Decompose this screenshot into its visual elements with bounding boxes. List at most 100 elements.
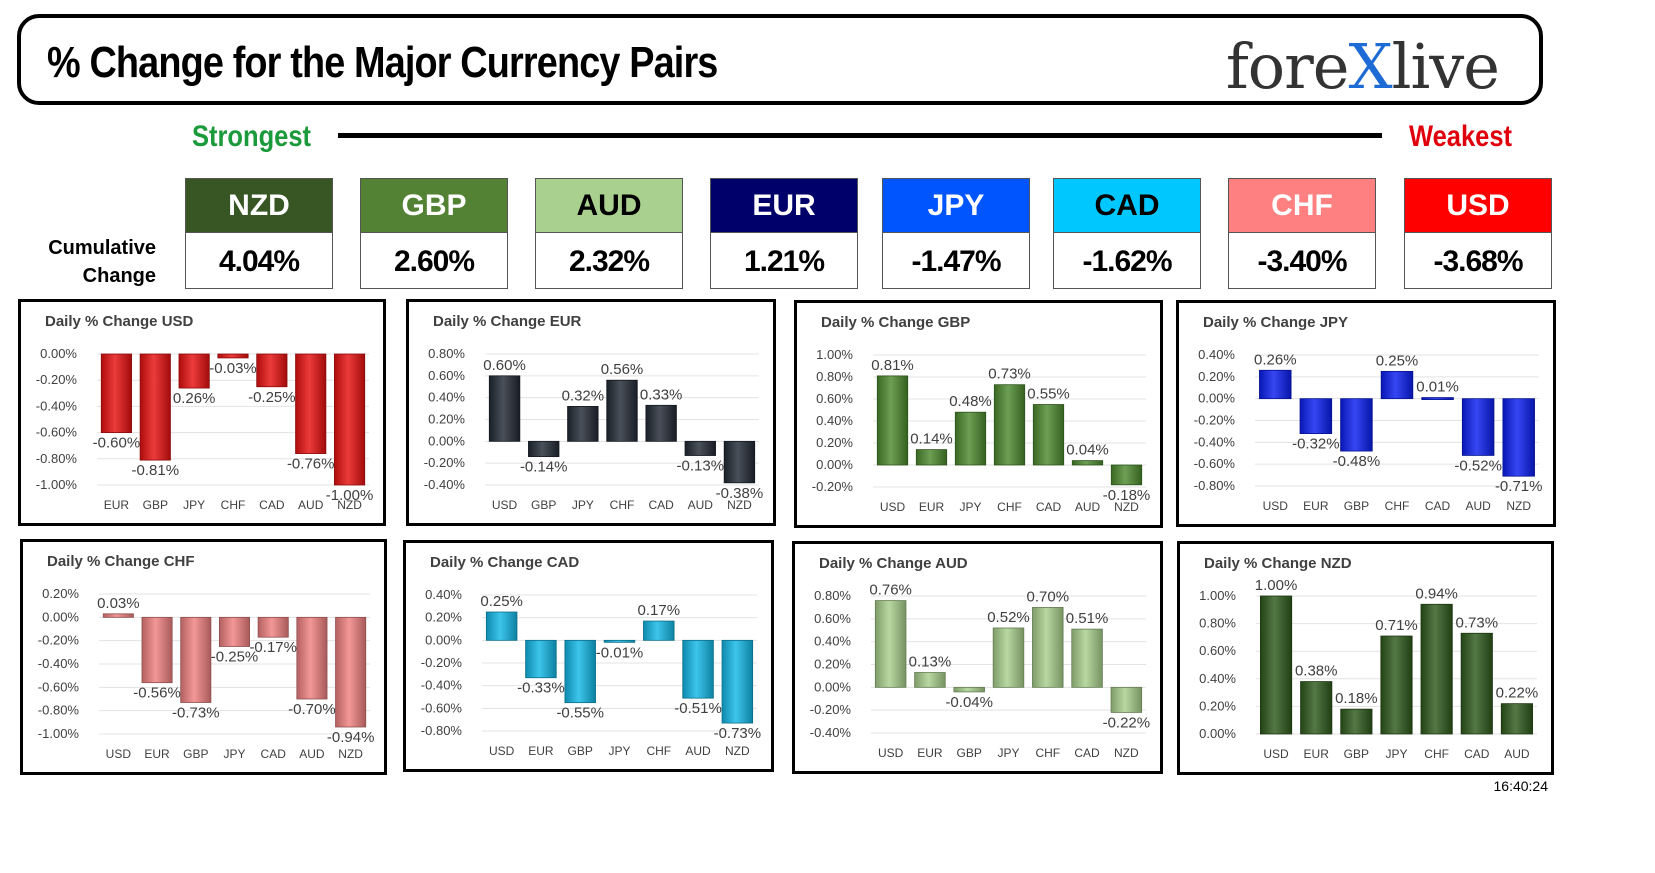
bar [219,616,250,647]
bar [1300,681,1333,735]
x-tick-label: CAD [1464,747,1490,761]
data-label: 1.00% [1255,577,1298,594]
data-label: 0.55% [1027,386,1070,403]
data-label: 0.60% [483,357,526,374]
data-label: 0.13% [909,653,952,670]
data-label: -0.81% [132,462,180,479]
x-tick-label: JPY [997,746,1019,760]
bar [1299,398,1333,434]
data-label: -0.56% [133,685,181,702]
data-label: -0.71% [1495,478,1543,495]
data-label: -0.38% [716,485,764,502]
bar [1380,370,1414,400]
x-tick-label: NZD [727,498,752,512]
data-label: -0.52% [1454,457,1502,474]
bar [488,375,521,442]
data-label: -0.73% [172,705,220,722]
x-tick-label: GBP [531,498,556,512]
x-tick-label: NZD [1114,500,1139,514]
bar [1340,398,1373,452]
data-label: -0.51% [674,700,722,717]
currency-cumulative-change: 1.21% [743,244,825,278]
currency-cumulative-change: 4.04% [218,244,300,278]
x-tick-label: CHF [1035,746,1060,760]
currency-code: AUD [536,179,682,233]
data-label: 0.25% [1376,352,1419,369]
x-tick-label: USD [878,746,904,760]
bar [1071,628,1103,688]
page-title: % Change for the Major Currency Pairs [47,38,718,87]
y-tick-label: 0.00% [40,346,77,361]
data-label: -0.73% [714,725,762,742]
bar [1380,635,1413,735]
data-label: 0.26% [173,390,216,407]
x-tick-label: USD [489,744,515,758]
x-tick-label: EUR [919,500,945,514]
y-tick-label: 0.40% [425,587,462,602]
x-tick-label: CHF [646,744,671,758]
bar [1420,603,1453,735]
currency-box-jpy: JPY -1.47% [882,178,1030,289]
x-tick-label: EUR [528,744,554,758]
x-tick-label: GBP [1344,747,1369,761]
data-label: -0.70% [288,701,336,718]
data-label: -0.32% [1292,436,1340,453]
bar [992,627,1025,688]
bar [723,440,756,484]
x-tick-label: JPY [959,500,981,514]
x-tick-label: CAD [1036,500,1062,514]
data-label: -1.00% [326,487,374,504]
currency-code: NZD [186,179,332,233]
x-tick-label: USD [1263,499,1289,513]
data-label: -0.48% [1333,453,1381,470]
data-label: 0.38% [1295,663,1338,680]
y-tick-label: 0.60% [814,611,851,626]
currency-cumulative-change: -3.68% [1433,244,1523,278]
weakest-label: Weakest [1409,120,1513,153]
y-tick-label: 0.40% [816,413,853,428]
y-tick-label: 1.00% [1199,588,1236,603]
y-tick-label: -0.40% [38,656,80,671]
data-label: -0.25% [211,649,259,666]
y-tick-label: -0.60% [36,425,78,440]
x-tick-label: EUR [144,747,170,761]
currency-box-usd: USD -3.68% [1404,178,1552,289]
data-label: -0.55% [556,705,604,722]
y-tick-label: 0.20% [425,610,462,625]
bar [606,379,638,442]
currency-cumulative-change: 2.32% [568,244,650,278]
y-tick-label: 0.20% [428,412,465,427]
x-tick-label: NZD [725,744,750,758]
data-label: 0.03% [97,595,140,612]
x-tick-label: GBP [1344,499,1369,513]
data-label: -0.13% [677,458,725,475]
cumulative-change-label: Cumulative Change [48,237,156,287]
x-tick-label: JPY [1385,747,1407,761]
x-tick-label: AUD [688,498,714,512]
chart-title: Daily % Change USD [45,313,194,330]
chart-title: Daily % Change CAD [430,554,579,571]
currency-code: USD [1405,179,1551,233]
x-tick-label: GBP [143,498,168,512]
y-tick-label: 0.60% [1199,643,1236,658]
data-label: -0.60% [93,435,141,452]
timestamp: 16:40:24 [1493,778,1549,794]
y-tick-label: -0.80% [36,451,78,466]
y-tick-label: -1.00% [38,726,80,741]
bar [1340,708,1373,735]
y-tick-label: 0.40% [428,390,465,405]
data-label: -0.04% [945,694,993,711]
y-tick-label: -0.80% [38,703,80,718]
y-tick-label: -1.00% [36,477,78,492]
bar [141,616,173,684]
x-tick-label: JPY [608,744,630,758]
bar [178,353,210,389]
y-tick-label: 0.80% [1199,616,1236,631]
data-label: -0.17% [249,639,297,656]
y-tick-label: 0.00% [816,457,853,472]
data-label: 0.94% [1415,585,1458,602]
strength-scale-line [338,133,1382,138]
bar [217,353,249,359]
forexlive-logo: foreXlive [1225,30,1500,103]
chart-panel-usd: Daily % Change USD 0.00% -0.20% -0.40% -0.60… [18,299,386,526]
